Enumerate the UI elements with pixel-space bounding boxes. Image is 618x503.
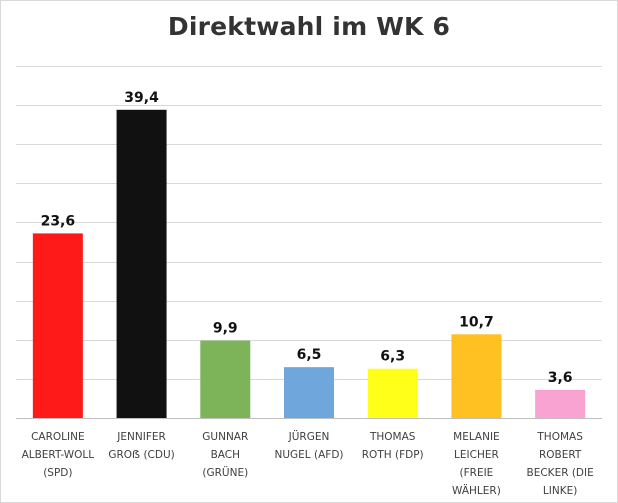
category-label-1: JENNIFER GROẞ (CDU) bbox=[97, 428, 187, 464]
category-label-line: NUGEL (AFD) bbox=[274, 449, 344, 461]
bar-2 bbox=[200, 340, 251, 418]
bar-4 bbox=[367, 368, 418, 418]
category-label-line: BACH bbox=[210, 449, 240, 461]
category-label-line: THOMAS bbox=[369, 431, 416, 443]
category-label-line: ALBERT-WOLL bbox=[21, 449, 95, 461]
category-label-line: JENNIFER bbox=[117, 431, 166, 443]
data-label-3: 6,5 bbox=[297, 347, 322, 363]
category-label-line: GROẞ (CDU) bbox=[108, 449, 175, 461]
category-label-2: GUNNAR BACH (GRÜNE) bbox=[180, 428, 270, 482]
bar-3 bbox=[284, 367, 334, 418]
category-label-line: (GRÜNE) bbox=[202, 467, 249, 479]
category-label-line: (SPD) bbox=[43, 467, 73, 479]
data-label-6: 3,6 bbox=[548, 370, 573, 386]
bar-6 bbox=[535, 389, 586, 418]
data-label-5: 10,7 bbox=[459, 314, 494, 330]
category-label-0: CAROLINE ALBERT-WOLL (SPD) bbox=[13, 428, 103, 482]
chart-title: Direktwahl im WK 6 bbox=[167, 12, 451, 41]
category-label-line: BECKER (DIE bbox=[526, 467, 594, 479]
category-label-4: THOMAS ROTH (FDP) bbox=[348, 428, 438, 464]
category-label-line: GUNNAR bbox=[202, 431, 249, 443]
data-label-2: 9,9 bbox=[213, 321, 238, 337]
category-label-line: LEICHER bbox=[454, 449, 499, 461]
category-label-line: THOMAS bbox=[537, 431, 583, 443]
category-label-line: ROTH (FDP) bbox=[361, 449, 424, 461]
category-label-line: ROBERT bbox=[538, 449, 582, 461]
category-label-line: WÄHLER) bbox=[452, 485, 501, 497]
bar-0 bbox=[32, 233, 83, 418]
category-label-line: LINKE) bbox=[542, 485, 578, 497]
category-label-line: (FREIE bbox=[459, 467, 494, 479]
category-label-6: THOMAS ROBERT BECKER (DIE LINKE) bbox=[515, 428, 605, 500]
category-label-line: MELANIE bbox=[453, 431, 500, 443]
category-label-3: JÜRGEN NUGEL (AFD) bbox=[264, 428, 354, 464]
data-label-4: 6,3 bbox=[380, 349, 405, 365]
category-label-line: JÜRGEN bbox=[288, 431, 330, 443]
data-label-0: 23,6 bbox=[41, 213, 76, 229]
bar-5 bbox=[451, 334, 502, 418]
category-label-line: CAROLINE bbox=[31, 431, 85, 443]
data-label-1: 39,4 bbox=[124, 90, 159, 106]
category-label-5: MELANIE LEICHER (FREIE WÄHLER) bbox=[431, 428, 521, 500]
bar-1 bbox=[116, 109, 167, 418]
